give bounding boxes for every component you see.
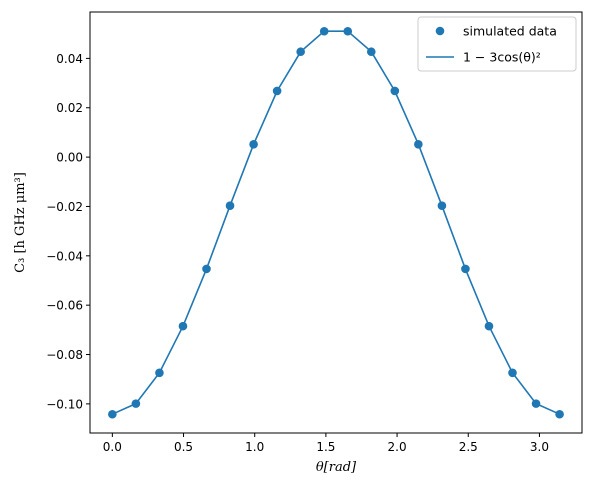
- data-point: [461, 264, 470, 274]
- legend-label-line: 1 − 3cos(θ)²: [463, 50, 541, 65]
- data-point: [202, 264, 211, 274]
- data-point: [343, 26, 353, 36]
- legend-marker-scatter: [435, 26, 445, 36]
- y-tick-label: −0.10: [46, 397, 83, 411]
- y-tick-label: −0.06: [46, 299, 83, 313]
- y-tick-label: −0.08: [46, 348, 83, 362]
- data-point: [366, 47, 376, 57]
- y-tick-label: −0.04: [46, 249, 83, 263]
- x-tick-label: 2.5: [459, 440, 478, 454]
- plot-area: [108, 26, 564, 419]
- x-tick-label: 3.0: [530, 440, 549, 454]
- data-point: [531, 399, 541, 408]
- data-point: [319, 26, 329, 36]
- legend-label-scatter: simulated data: [463, 24, 557, 39]
- data-point: [178, 321, 188, 331]
- y-axis-label: C₃ [h GHz μm³]: [13, 172, 28, 273]
- y-tick-label: 0.02: [56, 101, 83, 115]
- data-point: [437, 201, 447, 211]
- axis-ticks: 0.0 0.5 1.0 1.5 2.0 2.5 3.0 −0.10 −0.08 −0.06 −0.0…: [46, 52, 549, 454]
- data-point: [296, 47, 305, 57]
- series-line: [112, 30, 560, 415]
- data-point: [249, 139, 258, 149]
- legend-box: [417, 16, 577, 72]
- data-point: [390, 86, 400, 96]
- data-point: [414, 139, 423, 149]
- y-tick-label: 0.04: [56, 52, 83, 66]
- legend: simulated data 1 − 3cos(θ)²: [417, 16, 577, 72]
- data-point: [108, 409, 117, 419]
- data-point: [484, 321, 494, 331]
- y-tick-label: 0.00: [56, 151, 83, 165]
- x-tick-label: 1.0: [245, 440, 264, 454]
- data-point: [555, 409, 564, 419]
- x-tick-label: 0.0: [103, 440, 122, 454]
- x-tick-label: 2.0: [388, 440, 407, 454]
- data-point: [225, 201, 235, 211]
- data-point: [131, 399, 141, 408]
- data-point: [155, 368, 164, 378]
- x-tick-label: 1.5: [316, 440, 335, 454]
- y-tick-label: −0.02: [46, 200, 83, 214]
- plot-frame: [89, 11, 583, 434]
- x-axis-label: θ[rad]: [316, 460, 357, 475]
- data-point: [272, 86, 282, 96]
- data-point: [508, 368, 517, 378]
- x-tick-label: 0.5: [174, 440, 193, 454]
